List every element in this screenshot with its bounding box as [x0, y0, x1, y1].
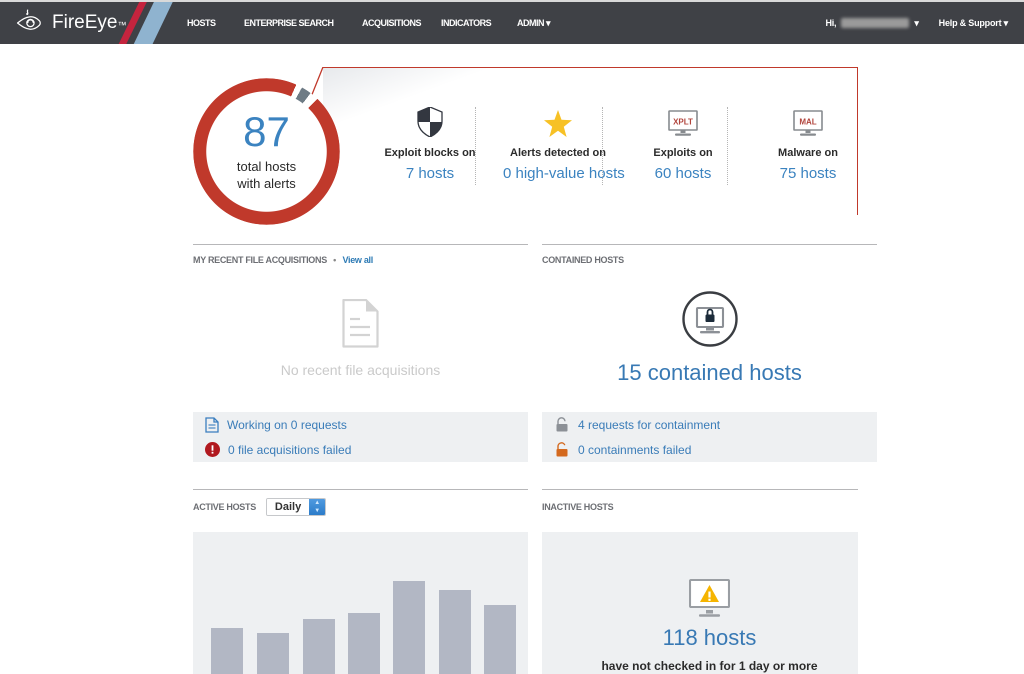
svg-text:MAL: MAL: [799, 118, 816, 127]
svg-text:XPLT: XPLT: [673, 118, 693, 127]
